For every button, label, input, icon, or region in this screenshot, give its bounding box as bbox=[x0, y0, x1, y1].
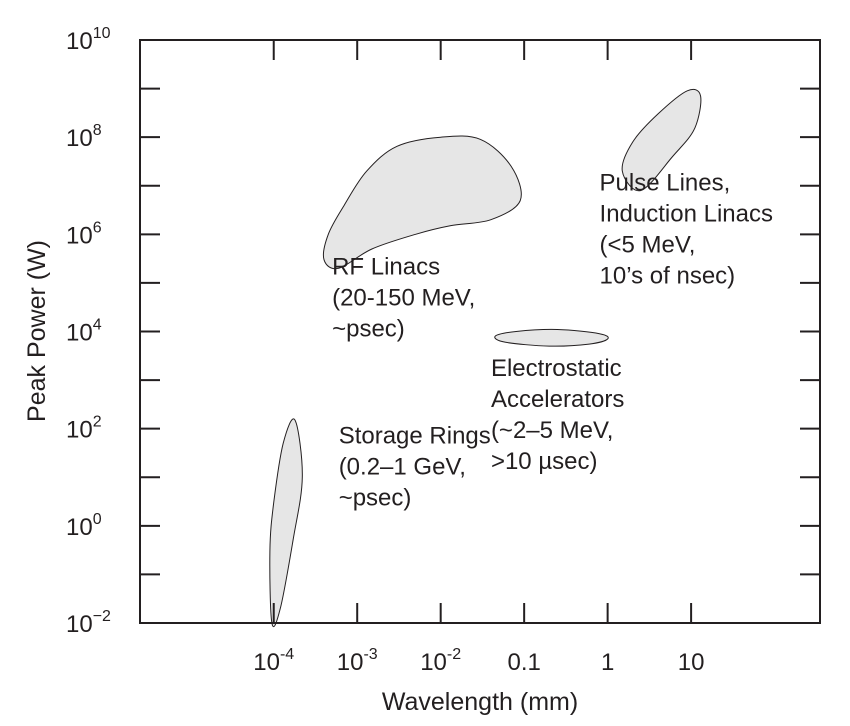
region-pulse bbox=[621, 88, 702, 192]
axis-tick-labels: 10−2 100 102 104 106 108 1010 10-4 10-3 10-2 0.1 1 1… bbox=[66, 25, 704, 676]
region-label-electrostatic: Electrostatic Accelerators (~2–5 MeV, >10 µ… bbox=[491, 355, 624, 475]
region-electrostatic bbox=[494, 328, 609, 347]
y-tick-label: 102 bbox=[66, 414, 102, 444]
region-labels: Storage Rings (0.2–1 GeV, ~psec) RF Linacs(… bbox=[332, 169, 773, 511]
region-storage bbox=[269, 418, 303, 628]
y-tick-label: 1010 bbox=[66, 25, 111, 55]
region-label-rf: RF Linacs (20-150 MeV, ~psec) bbox=[332, 253, 475, 342]
y-tick-label: 106 bbox=[66, 219, 102, 249]
x-tick-label: 1 bbox=[601, 649, 614, 676]
x-tick-label: 10-2 bbox=[420, 646, 461, 676]
x-tick-label: 10 bbox=[678, 649, 705, 676]
plot-frame bbox=[139, 39, 821, 624]
y-tick-label: 104 bbox=[66, 317, 102, 347]
y-tick-label: 10−2 bbox=[66, 608, 111, 638]
region-label-pulse: Pulse Lines, Induction Linacs (<5 MeV, 10’s… bbox=[600, 169, 773, 289]
x-tick-label: 0.1 bbox=[507, 649, 540, 676]
region-rf bbox=[322, 135, 522, 270]
y-tick-label: 100 bbox=[66, 511, 102, 541]
y-axis-label: Peak Power (W) bbox=[23, 240, 51, 422]
region-label-storage: Storage Rings (0.2–1 GeV, ~psec) bbox=[339, 422, 491, 511]
x-tick-label: 10-4 bbox=[253, 646, 294, 676]
y-tick-label: 108 bbox=[66, 122, 102, 152]
x-tick-label: 10-3 bbox=[337, 646, 378, 676]
axis-ticks bbox=[140, 39, 820, 624]
chart-regions bbox=[269, 88, 702, 628]
x-axis-label: Wavelength (mm) bbox=[382, 688, 578, 716]
